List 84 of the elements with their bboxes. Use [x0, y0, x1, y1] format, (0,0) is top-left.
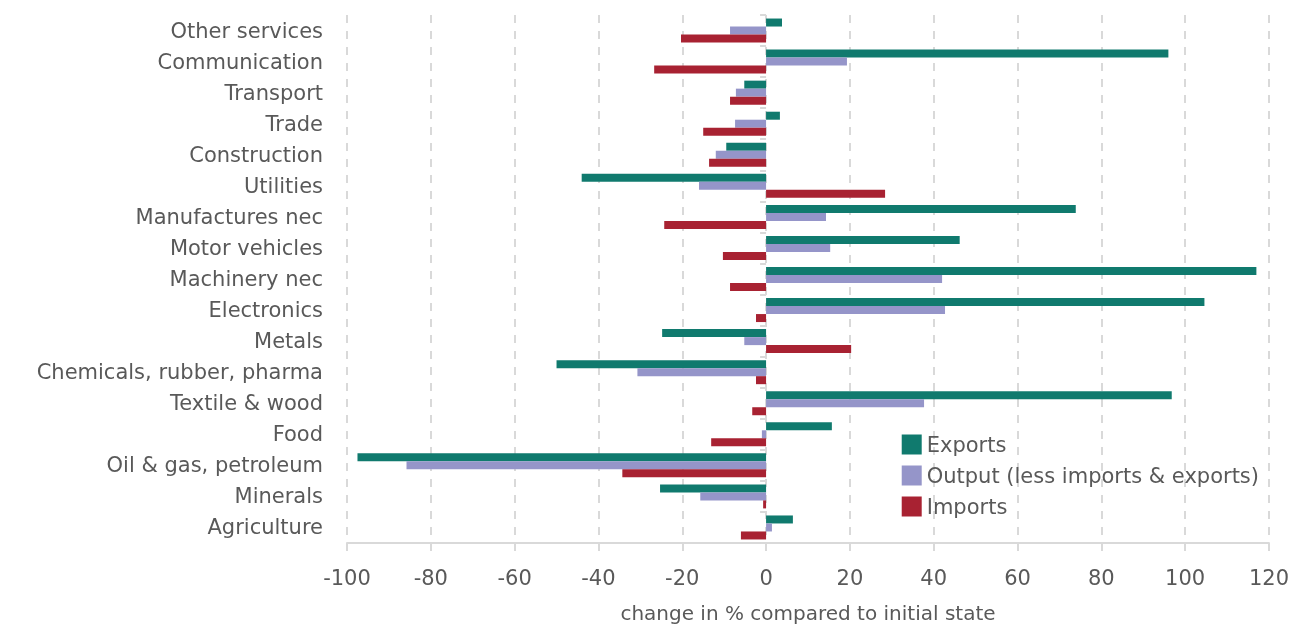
bar: [766, 399, 925, 408]
x-tick-label: -40: [581, 565, 616, 590]
y-tick-label: Utilities: [243, 173, 323, 198]
y-tick-label: Textile & wood: [169, 391, 323, 416]
bar: [766, 18, 782, 27]
bar: [766, 523, 772, 532]
legend-label: Exports: [926, 432, 1007, 457]
bar: [766, 306, 946, 315]
bar: [744, 80, 767, 89]
legend-label: Output (less imports & exports): [926, 463, 1260, 488]
bar: [730, 283, 767, 291]
bar: [406, 461, 767, 470]
bar: [766, 515, 793, 524]
y-tick-label: Agriculture: [207, 515, 323, 540]
bar: [766, 391, 1172, 400]
y-tick-label: Metals: [254, 329, 323, 354]
bar: [357, 453, 767, 462]
y-tick-label: Electronics: [208, 298, 323, 323]
y-tick-label: Machinery nec: [169, 267, 323, 291]
y-tick-label: Construction: [189, 142, 323, 167]
bar: [681, 34, 767, 43]
x-tick-label: 100: [1165, 565, 1206, 590]
x-axis-title: change in % compared to initial state: [620, 601, 996, 625]
bar: [766, 111, 780, 120]
x-tick-label: -60: [497, 565, 532, 590]
bar: [662, 329, 767, 338]
y-tick-label: Minerals: [234, 484, 323, 509]
bar: [735, 119, 767, 128]
bar: [766, 243, 831, 252]
bar: [766, 267, 1257, 275]
bar: [761, 430, 767, 439]
bar: [622, 469, 767, 478]
legend-label: Imports: [926, 494, 1008, 519]
bar: [740, 531, 767, 540]
bar: [766, 275, 943, 283]
bar: [756, 314, 767, 323]
bar: [654, 65, 767, 74]
bar: [703, 127, 767, 136]
bar: [730, 96, 767, 105]
x-tick-label: 0: [759, 565, 773, 590]
bar: [735, 88, 767, 97]
y-tick-label: Communication: [157, 49, 323, 74]
x-tick-label: 20: [836, 565, 864, 590]
bar: [700, 492, 767, 501]
y-tick-label: Transport: [223, 80, 323, 105]
bar: [556, 360, 767, 369]
bar: [699, 181, 767, 190]
y-tick-label: Motor vehicles: [169, 235, 323, 260]
bar: [766, 57, 847, 66]
y-tick-label: Manufactures nec: [135, 204, 323, 229]
bar: [766, 345, 852, 354]
bar: [766, 235, 960, 244]
bar: [730, 26, 767, 35]
bar: [766, 189, 886, 198]
bar: [709, 158, 767, 167]
bar: [726, 142, 767, 151]
y-tick-label: Oil & gas, petroleum: [106, 453, 323, 478]
bar: [711, 438, 767, 447]
bar: [766, 212, 826, 221]
y-tick-label: Trade: [264, 111, 323, 136]
bar: [766, 422, 832, 431]
bar: [766, 204, 1076, 213]
bar: [581, 173, 767, 182]
bar: [744, 337, 767, 346]
y-tick-label: Food: [272, 422, 323, 447]
y-tick-label: Chemicals, rubber, pharma: [36, 360, 323, 385]
x-tick-label: -20: [665, 565, 700, 590]
bar: [766, 298, 1205, 307]
x-tick-label: 60: [1004, 565, 1031, 590]
x-tick-label: 80: [1087, 565, 1115, 590]
bar: [715, 150, 767, 159]
x-tick-label: 40: [920, 565, 948, 590]
x-tick-label: -80: [413, 565, 448, 590]
x-tick-label: 120: [1248, 565, 1290, 590]
bar: [752, 407, 767, 416]
bar: [722, 251, 767, 260]
bar: [664, 220, 767, 229]
bar: [763, 500, 767, 509]
x-tick-label: -100: [323, 565, 371, 590]
y-tick-label: Other services: [170, 18, 323, 43]
bar: [756, 376, 767, 385]
bar: [637, 368, 767, 377]
bar: [766, 49, 1169, 58]
bar: [660, 484, 767, 493]
